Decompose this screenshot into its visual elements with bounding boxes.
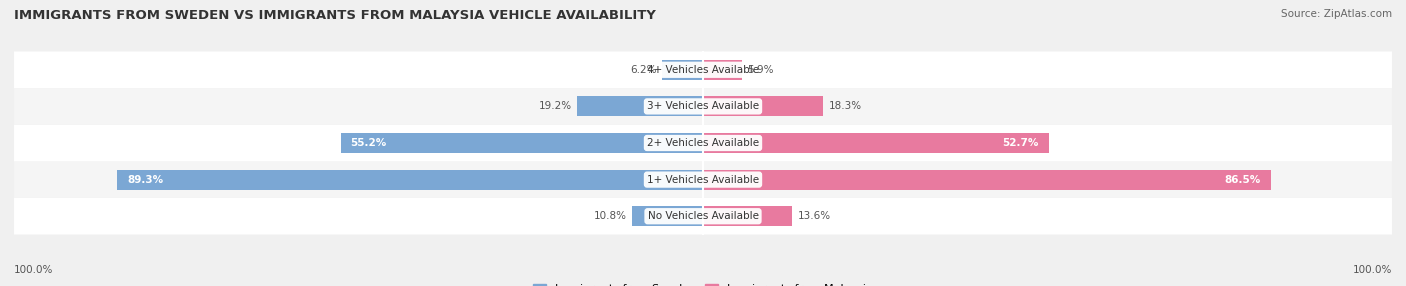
Bar <box>703 60 742 80</box>
Text: No Vehicles Available: No Vehicles Available <box>648 211 758 221</box>
Bar <box>703 96 823 116</box>
Legend: Immigrants from Sweden, Immigrants from Malaysia: Immigrants from Sweden, Immigrants from … <box>529 279 877 286</box>
Text: 5.9%: 5.9% <box>747 65 773 75</box>
Text: 86.5%: 86.5% <box>1225 175 1261 184</box>
FancyBboxPatch shape <box>14 198 1392 235</box>
Text: 100.0%: 100.0% <box>1353 265 1392 275</box>
Bar <box>576 96 703 116</box>
Text: 89.3%: 89.3% <box>127 175 163 184</box>
Bar <box>703 133 1049 153</box>
Text: 52.7%: 52.7% <box>1002 138 1039 148</box>
Text: 13.6%: 13.6% <box>797 211 831 221</box>
Text: 1+ Vehicles Available: 1+ Vehicles Available <box>647 175 759 184</box>
Text: 100.0%: 100.0% <box>14 265 53 275</box>
Text: 55.2%: 55.2% <box>350 138 387 148</box>
Text: 2+ Vehicles Available: 2+ Vehicles Available <box>647 138 759 148</box>
FancyBboxPatch shape <box>14 88 1392 125</box>
Bar <box>340 133 703 153</box>
FancyBboxPatch shape <box>14 161 1392 198</box>
Text: Source: ZipAtlas.com: Source: ZipAtlas.com <box>1281 9 1392 19</box>
Text: 4+ Vehicles Available: 4+ Vehicles Available <box>647 65 759 75</box>
Text: 18.3%: 18.3% <box>828 102 862 111</box>
FancyBboxPatch shape <box>14 125 1392 161</box>
Bar <box>662 60 703 80</box>
Text: 19.2%: 19.2% <box>538 102 572 111</box>
Bar <box>633 206 703 226</box>
Text: IMMIGRANTS FROM SWEDEN VS IMMIGRANTS FROM MALAYSIA VEHICLE AVAILABILITY: IMMIGRANTS FROM SWEDEN VS IMMIGRANTS FRO… <box>14 9 657 21</box>
Bar <box>703 206 792 226</box>
Bar <box>703 170 1271 190</box>
Text: 3+ Vehicles Available: 3+ Vehicles Available <box>647 102 759 111</box>
FancyBboxPatch shape <box>14 51 1392 88</box>
Text: 6.2%: 6.2% <box>630 65 657 75</box>
Text: 10.8%: 10.8% <box>593 211 627 221</box>
Bar <box>117 170 703 190</box>
